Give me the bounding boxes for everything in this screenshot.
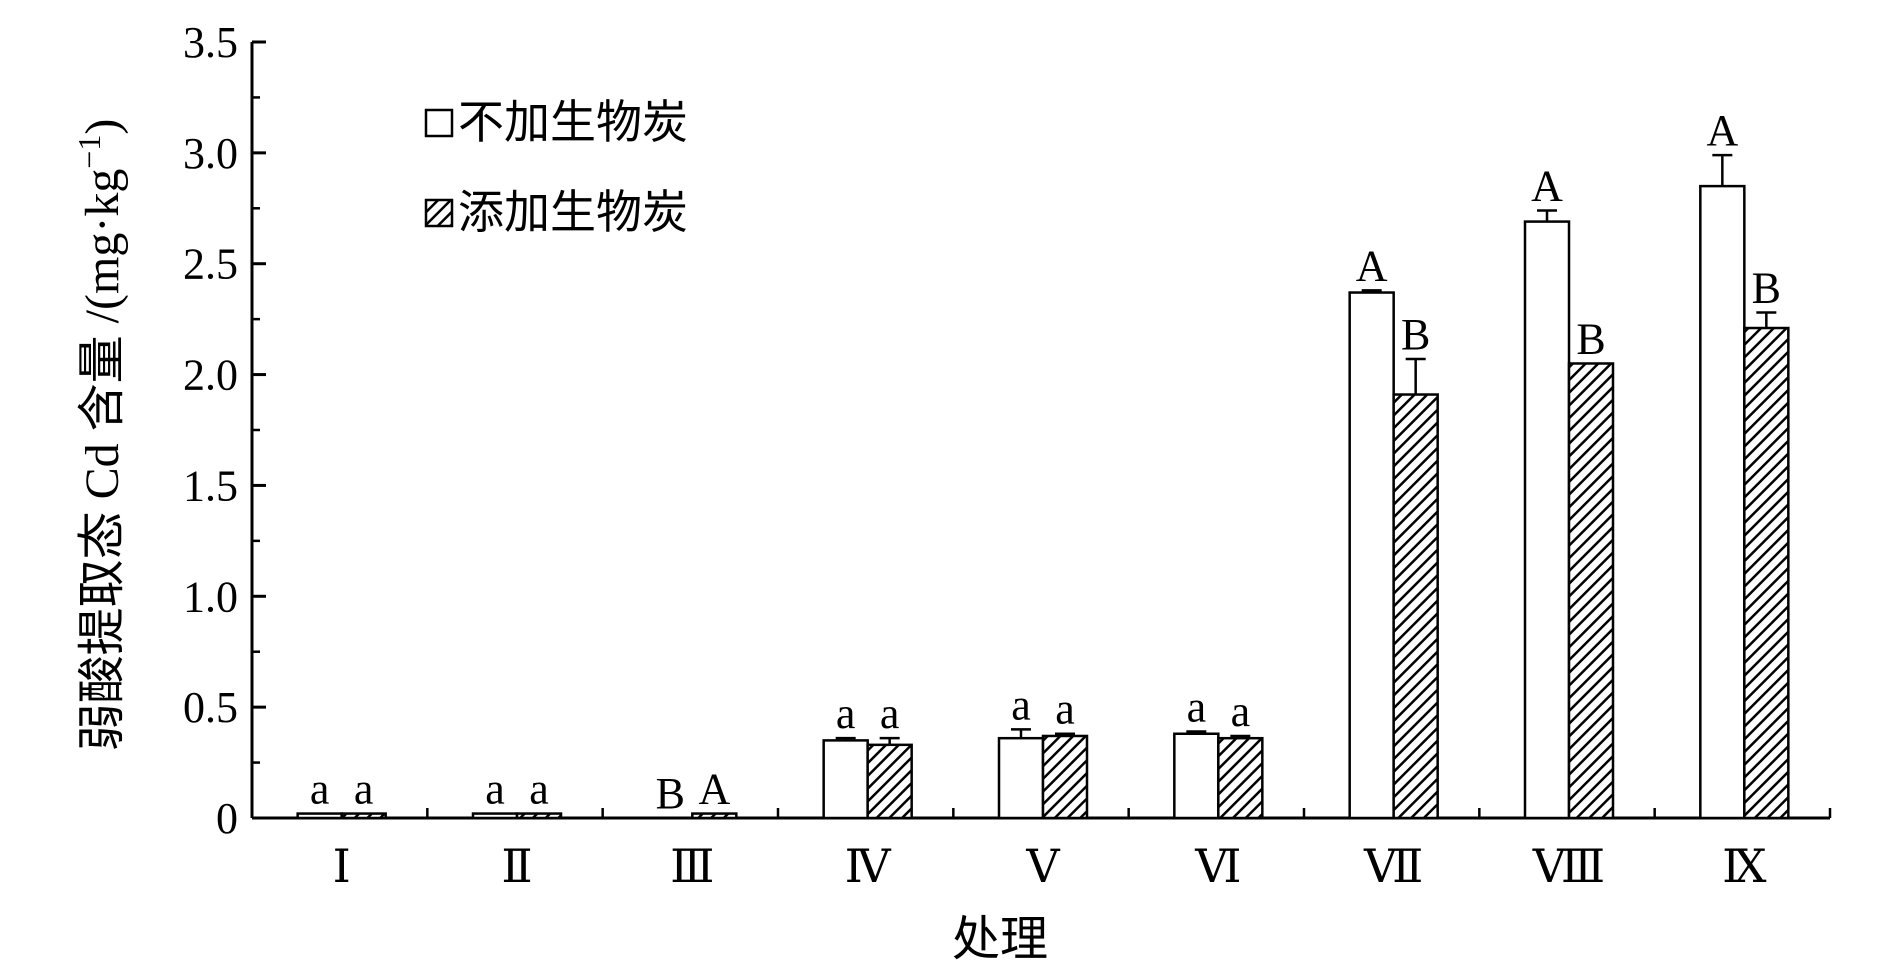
- significance-label-series-1: a: [836, 689, 856, 738]
- bar-series-2: [1041, 734, 1089, 820]
- significance-label-series-1: a: [1187, 683, 1207, 732]
- significance-label-series-2: a: [1055, 685, 1075, 734]
- y-tick-label: 2.5: [183, 240, 238, 289]
- significance-label-series-2: A: [698, 765, 730, 814]
- significance-label-series-1: a: [310, 765, 330, 814]
- x-category-label: Ⅵ: [1194, 841, 1241, 892]
- significance-label-series-1: A: [1356, 241, 1388, 290]
- y-axis-ticks: 0 0.5 1.0 1.5 2.0 2.5 3.0 3.5: [183, 18, 266, 843]
- significance-label-series-1: B: [656, 769, 685, 818]
- bar-series-1: [1523, 220, 1571, 820]
- significance-label-series-2: B: [1752, 263, 1781, 312]
- x-axis-title: 处理: [952, 913, 1048, 966]
- significance-label-series-2: B: [1576, 314, 1605, 363]
- bar-series-1: [296, 812, 343, 820]
- significance-label-series-2: a: [1231, 687, 1251, 736]
- x-axis-categories: Ⅰ Ⅱ Ⅲ Ⅳ Ⅴ Ⅵ Ⅶ Ⅷ Ⅸ: [333, 808, 1832, 892]
- bar-series-2: [340, 812, 387, 820]
- significance-label-series-2: a: [880, 689, 900, 738]
- x-category-label: Ⅳ: [845, 841, 892, 892]
- significance-label-series-1: A: [1706, 106, 1738, 155]
- significance-label-series-1: a: [485, 765, 505, 814]
- y-tick-label: 1.0: [183, 572, 238, 621]
- bar-series-1: [822, 739, 869, 820]
- bar-series-2: [1743, 326, 1790, 820]
- x-category-label: Ⅴ: [1025, 841, 1060, 892]
- x-category-label: Ⅶ: [1363, 841, 1423, 892]
- bar-series-2: [1217, 736, 1264, 820]
- y-axis-title: 弱酸提取态 Cd 含量 /(mg·kg−1): [71, 119, 129, 752]
- y-axis-title-main: 弱酸提取态 Cd 含量 /(mg·kg: [76, 169, 129, 752]
- x-category-label: Ⅱ: [501, 841, 532, 892]
- legend-label-series-1: 不加生物炭: [458, 97, 688, 148]
- legend-label-series-2: 添加生物炭: [458, 187, 688, 238]
- significance-label-series-2: B: [1401, 310, 1430, 359]
- significance-label-series-1: A: [1531, 162, 1563, 211]
- bar-series-1: [997, 736, 1045, 820]
- bar-series-2: [1567, 362, 1615, 820]
- legend: 不加生物炭 添加生物炭: [424, 97, 688, 238]
- significance-label-series-1: a: [1011, 680, 1031, 729]
- bar-series-1: [1173, 732, 1220, 820]
- y-axis-title-superscript: −1: [71, 135, 107, 169]
- legend-swatch-series-2: [424, 198, 454, 228]
- bar-series-1: [471, 812, 519, 820]
- legend-swatch-series-1: [424, 108, 454, 138]
- bar-series-2: [866, 743, 913, 820]
- significance-label-series-2: a: [354, 765, 374, 814]
- y-tick-label: 3.5: [183, 18, 238, 67]
- y-axis-title-close: ): [76, 119, 129, 135]
- x-category-label: Ⅲ: [670, 841, 714, 892]
- x-category-label: Ⅸ: [1722, 841, 1767, 892]
- y-tick-label: 0: [216, 794, 238, 843]
- y-tick-label: 3.0: [183, 129, 238, 178]
- y-tick-label: 1.5: [183, 461, 238, 510]
- bar-series-1: [1699, 184, 1746, 820]
- bar-series-1: [1348, 291, 1395, 820]
- significance-label-series-2: a: [529, 765, 549, 814]
- bar-series-2: [691, 812, 738, 820]
- y-tick-label: 2.0: [183, 351, 238, 400]
- x-category-label: Ⅷ: [1532, 841, 1605, 892]
- y-tick-label: 0.5: [183, 683, 238, 732]
- x-category-label: Ⅰ: [333, 841, 351, 892]
- bar-series-2: [1392, 393, 1439, 820]
- bar-series-2: [515, 812, 563, 820]
